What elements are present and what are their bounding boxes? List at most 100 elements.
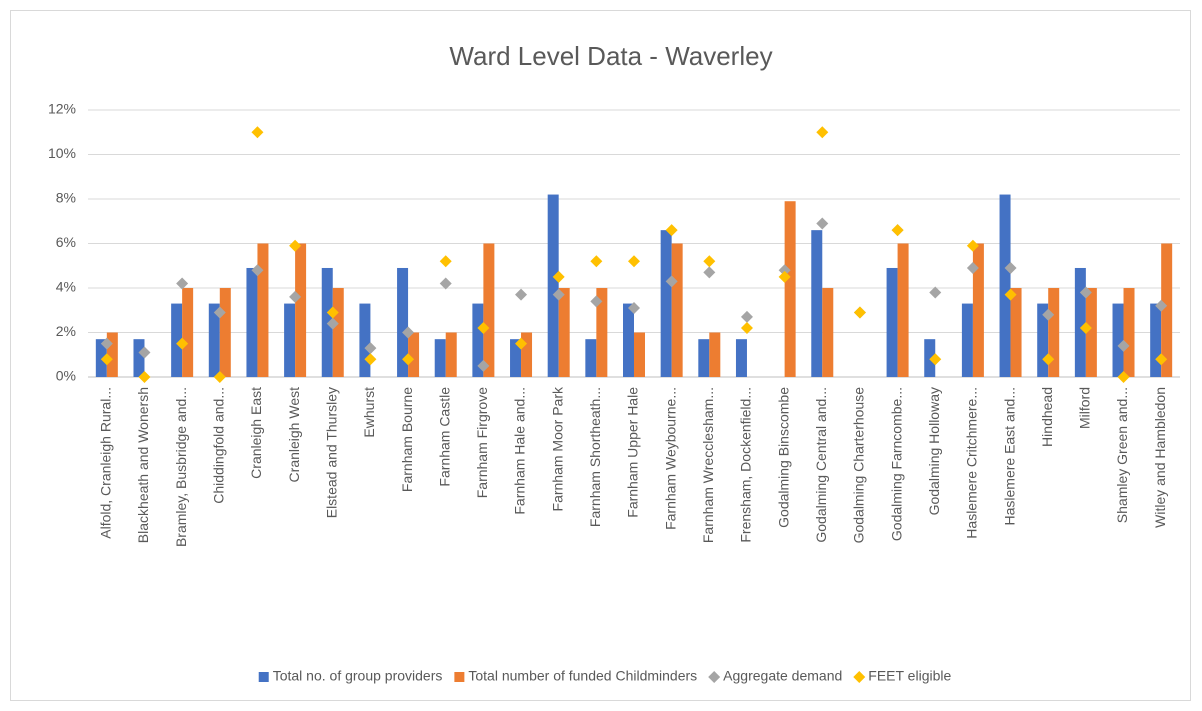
bar: [735, 339, 747, 377]
x-tick-label: Godalming Central and...: [813, 387, 829, 543]
bar: [886, 267, 898, 377]
marker: [703, 266, 716, 279]
bar: [397, 267, 409, 377]
x-tick-label: Farnham Upper Hale: [625, 387, 641, 518]
marker: [929, 353, 942, 366]
bar: [521, 332, 533, 377]
bar: [208, 303, 220, 377]
x-tick-label: Ewhurst: [361, 387, 377, 438]
bar: [660, 230, 672, 377]
bar: [359, 303, 371, 377]
bar: [961, 303, 973, 377]
x-tick-label: Farnham Castle: [436, 387, 452, 487]
x-tick-label: Elstead and Thursley: [323, 387, 339, 518]
marker: [1155, 353, 1168, 366]
bar: [671, 243, 683, 377]
bar: [1150, 303, 1162, 377]
bar: [1037, 303, 1049, 377]
marker: [740, 310, 753, 323]
marker: [816, 217, 829, 230]
bar: [295, 243, 307, 377]
y-tick-label: 8%: [56, 190, 76, 206]
bar: [284, 303, 296, 377]
x-tick-label: Farnham Shortheath...: [587, 387, 603, 527]
x-tick-label: Hindhead: [1039, 387, 1055, 447]
x-tick-label: Godalming Farncombe...: [888, 387, 904, 541]
bar: [171, 303, 183, 377]
marker: [1155, 299, 1168, 312]
bar: [1161, 243, 1173, 377]
bar: [897, 243, 909, 377]
x-tick-label: Shamley Green and...: [1114, 387, 1130, 523]
bar: [1123, 288, 1135, 377]
x-tick-label: Witley and Hambledon: [1152, 387, 1168, 528]
x-tick-label: Blackheath and Wonersh: [135, 387, 151, 543]
x-tick-label: Farnham Firgrove: [474, 387, 490, 498]
marker: [778, 270, 791, 283]
marker: [138, 371, 151, 383]
marker: [515, 288, 528, 301]
marker: [1042, 353, 1055, 366]
marker: [740, 322, 753, 335]
legend-swatch: [258, 672, 269, 682]
marker: [138, 346, 151, 359]
marker: [439, 277, 452, 290]
marker: [364, 353, 377, 366]
bar: [811, 230, 823, 377]
bar: [1112, 303, 1124, 377]
legend-label: Total no. of group providers: [273, 668, 443, 684]
marker: [326, 317, 339, 330]
x-tick-label: Farnham Hale and...: [512, 387, 528, 515]
bar: [924, 339, 936, 377]
marker: [1079, 322, 1092, 335]
bar: [106, 332, 118, 377]
marker: [703, 255, 716, 268]
bar: [623, 303, 634, 377]
x-tick-label: Cranleigh West: [286, 387, 302, 483]
bar: [709, 332, 721, 377]
marker: [1117, 371, 1130, 383]
bar: [585, 339, 597, 377]
marker: [816, 126, 829, 139]
marker: [628, 302, 640, 315]
marker: [326, 306, 339, 319]
bar: [408, 332, 420, 377]
marker: [853, 306, 866, 319]
y-tick-label: 12%: [48, 101, 76, 117]
x-tick-label: Chiddingfold and...: [210, 387, 226, 504]
bar: [822, 288, 834, 377]
x-tick-label: Bramley, Busbridge and...: [173, 387, 189, 547]
x-tick-label: Godalming Holloway: [926, 387, 942, 515]
x-tick-label: Farnham Weybourne...: [662, 387, 678, 530]
marker: [665, 275, 678, 288]
bar: [784, 201, 796, 377]
bar: [445, 332, 457, 377]
marker: [402, 326, 415, 339]
marker: [552, 270, 565, 283]
marker: [213, 306, 226, 319]
marker: [1042, 308, 1055, 321]
legend-swatch: [853, 671, 866, 683]
marker: [477, 322, 490, 335]
bar: [1010, 288, 1022, 377]
marker: [439, 255, 452, 268]
marker: [477, 359, 490, 372]
marker: [289, 239, 302, 252]
bar: [547, 194, 559, 377]
x-tick-label: Farnham Wrecclesham...: [700, 387, 716, 543]
marker: [966, 239, 979, 252]
legend-label: Total number of funded Childminders: [468, 668, 697, 684]
marker: [628, 255, 640, 268]
y-tick-label: 10%: [48, 145, 76, 161]
marker: [176, 277, 189, 290]
marker: [590, 295, 603, 308]
y-tick-label: 4%: [56, 279, 76, 295]
bar: [1085, 288, 1097, 377]
marker: [1004, 261, 1017, 274]
marker: [251, 126, 264, 139]
x-tick-label: Farnham Bourne: [399, 387, 415, 492]
chart-title: Ward Level Data - Waverley: [449, 41, 772, 71]
bar: [219, 288, 231, 377]
bar: [246, 267, 258, 377]
